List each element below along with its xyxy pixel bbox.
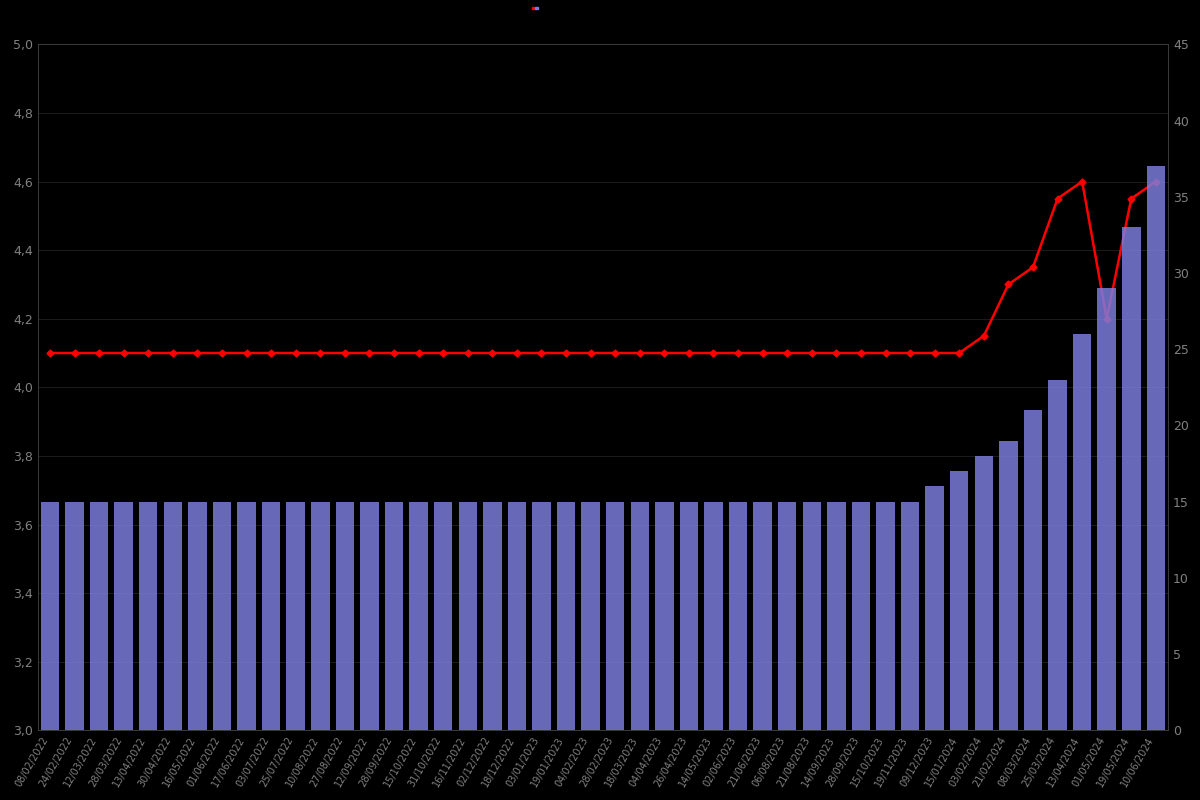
- Bar: [1122, 227, 1140, 730]
- Bar: [409, 502, 428, 730]
- Bar: [1098, 288, 1116, 730]
- Bar: [533, 502, 551, 730]
- Bar: [655, 502, 673, 730]
- Bar: [704, 502, 722, 730]
- Legend: , : ,: [532, 7, 539, 9]
- Bar: [606, 502, 624, 730]
- Bar: [385, 502, 403, 730]
- Bar: [508, 502, 526, 730]
- Bar: [360, 502, 379, 730]
- Bar: [188, 502, 206, 730]
- Bar: [311, 502, 330, 730]
- Bar: [114, 502, 133, 730]
- Bar: [238, 502, 256, 730]
- Bar: [458, 502, 476, 730]
- Bar: [336, 502, 354, 730]
- Bar: [1073, 334, 1091, 730]
- Bar: [778, 502, 797, 730]
- Bar: [484, 502, 502, 730]
- Bar: [139, 502, 157, 730]
- Bar: [163, 502, 182, 730]
- Bar: [65, 502, 84, 730]
- Bar: [1049, 380, 1067, 730]
- Bar: [90, 502, 108, 730]
- Bar: [925, 486, 944, 730]
- Bar: [41, 502, 59, 730]
- Bar: [679, 502, 698, 730]
- Bar: [434, 502, 452, 730]
- Bar: [1000, 441, 1018, 730]
- Bar: [974, 456, 994, 730]
- Bar: [876, 502, 895, 730]
- Bar: [287, 502, 305, 730]
- Bar: [582, 502, 600, 730]
- Bar: [1147, 166, 1165, 730]
- Bar: [557, 502, 575, 730]
- Bar: [262, 502, 281, 730]
- Bar: [852, 502, 870, 730]
- Bar: [728, 502, 748, 730]
- Bar: [1024, 410, 1043, 730]
- Bar: [827, 502, 846, 730]
- Bar: [950, 471, 968, 730]
- Bar: [630, 502, 649, 730]
- Bar: [754, 502, 772, 730]
- Bar: [212, 502, 232, 730]
- Bar: [901, 502, 919, 730]
- Bar: [803, 502, 821, 730]
